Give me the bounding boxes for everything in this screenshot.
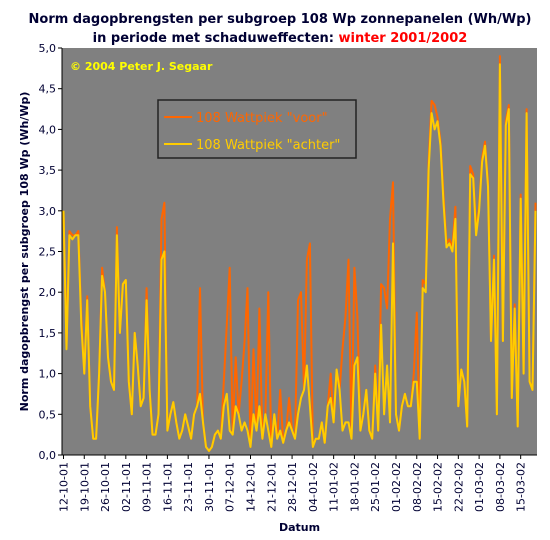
- y-tick-label: 2,5: [39, 246, 57, 259]
- y-tick-label: 1,5: [39, 327, 57, 340]
- series-line: [62, 63, 537, 452]
- chart-title: Norm dagopbrengsten per subgroep 108 Wp …: [29, 12, 532, 27]
- x-tick-label: 12-10-01: [57, 462, 70, 512]
- x-tick-label: 23-11-01: [182, 462, 195, 512]
- y-tick-label: 1,0: [39, 368, 57, 381]
- x-tick-label: 01-03-02: [473, 462, 486, 512]
- legend-box: [157, 99, 357, 159]
- y-tick-label: 0,5: [39, 408, 57, 421]
- legend-label: 108 Wattpiek "voor": [196, 111, 328, 126]
- x-tick-label: 19-10-01: [78, 462, 91, 512]
- x-tick-label: 02-11-01: [120, 462, 133, 512]
- x-tick-label: 01-02-02: [390, 462, 403, 512]
- x-tick-label: 15-03-02: [515, 462, 528, 512]
- y-axis-label: Norm dagopbrengst per subgroep 108 Wp (W…: [18, 92, 31, 412]
- x-tick-label: 09-11-01: [141, 462, 154, 512]
- y-tick-label: 0,0: [39, 449, 57, 462]
- x-tick-label: 07-12-01: [224, 462, 237, 512]
- x-tick-label: 22-02-02: [452, 462, 465, 512]
- x-tick-label: 08-02-02: [411, 462, 424, 512]
- x-tick-label: 15-02-02: [432, 462, 445, 512]
- x-tick-label: 11-01-02: [328, 462, 341, 512]
- x-tick-label: 21-12-01: [265, 462, 278, 512]
- x-tick-label: 25-01-02: [369, 462, 382, 512]
- y-tick-label: 4,5: [39, 83, 57, 96]
- x-tick-label: 08-03-02: [494, 462, 507, 512]
- x-tick-label: 18-01-02: [348, 462, 361, 512]
- x-tick-label: 28-12-01: [286, 462, 299, 512]
- chart-subtitle: in periode met schaduweffecten: winter 2…: [93, 31, 468, 46]
- x-tick-label: 26-10-01: [99, 462, 112, 512]
- y-tick-label: 3,5: [39, 164, 57, 177]
- y-tick-label: 3,0: [39, 205, 57, 218]
- x-tick-label: 14-12-01: [245, 462, 258, 512]
- y-tick-label: 4,0: [39, 123, 57, 136]
- x-tick-label: 30-11-01: [203, 462, 216, 512]
- y-tick-label: 5,0: [39, 42, 57, 55]
- subtitle-text: in periode met schaduweffecten:: [93, 31, 339, 46]
- x-tick-label: 04-01-02: [307, 462, 320, 512]
- legend-label: 108 Wattpiek "achter": [196, 138, 340, 153]
- y-tick-label: 2,0: [39, 286, 57, 299]
- subtitle-highlight: winter 2001/2002: [339, 31, 468, 46]
- annotation: © 2004 Peter J. Segaar: [70, 60, 213, 73]
- x-axis-label: Datum: [279, 521, 320, 534]
- x-tick-label: 16-11-01: [161, 462, 174, 512]
